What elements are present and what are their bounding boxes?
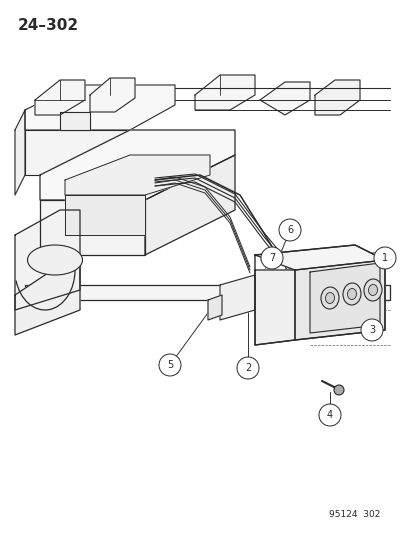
Polygon shape (219, 275, 254, 320)
Circle shape (333, 385, 343, 395)
Ellipse shape (363, 279, 381, 301)
Ellipse shape (320, 287, 338, 309)
Circle shape (260, 247, 282, 269)
Text: 3: 3 (368, 325, 374, 335)
Polygon shape (60, 112, 90, 130)
Circle shape (159, 354, 180, 376)
Polygon shape (25, 285, 389, 300)
Polygon shape (254, 270, 294, 345)
Text: 1: 1 (381, 253, 387, 263)
Text: 95124  302: 95124 302 (328, 510, 380, 519)
Text: 2: 2 (244, 363, 251, 373)
Polygon shape (254, 245, 384, 270)
Polygon shape (195, 75, 254, 110)
Polygon shape (25, 85, 175, 130)
Polygon shape (145, 155, 235, 255)
Polygon shape (40, 130, 235, 200)
Polygon shape (90, 78, 135, 112)
Circle shape (373, 247, 395, 269)
Text: 5: 5 (166, 360, 173, 370)
Text: 6: 6 (286, 225, 292, 235)
Polygon shape (40, 200, 145, 255)
Polygon shape (15, 210, 80, 310)
Ellipse shape (342, 283, 360, 305)
Ellipse shape (368, 285, 377, 295)
Text: 4: 4 (326, 410, 332, 420)
Circle shape (278, 219, 300, 241)
Polygon shape (207, 295, 221, 320)
Polygon shape (65, 195, 145, 235)
Polygon shape (294, 260, 384, 340)
Polygon shape (65, 155, 209, 195)
Circle shape (236, 357, 259, 379)
Polygon shape (35, 80, 85, 115)
Circle shape (360, 319, 382, 341)
Polygon shape (309, 263, 379, 333)
Polygon shape (259, 82, 309, 115)
Circle shape (318, 404, 340, 426)
Ellipse shape (347, 288, 356, 300)
Ellipse shape (27, 245, 82, 275)
Text: 24–302: 24–302 (18, 18, 79, 33)
Polygon shape (15, 265, 80, 335)
Polygon shape (15, 110, 25, 195)
Polygon shape (25, 130, 130, 175)
Polygon shape (314, 80, 359, 115)
Ellipse shape (325, 293, 334, 303)
Text: 7: 7 (268, 253, 275, 263)
